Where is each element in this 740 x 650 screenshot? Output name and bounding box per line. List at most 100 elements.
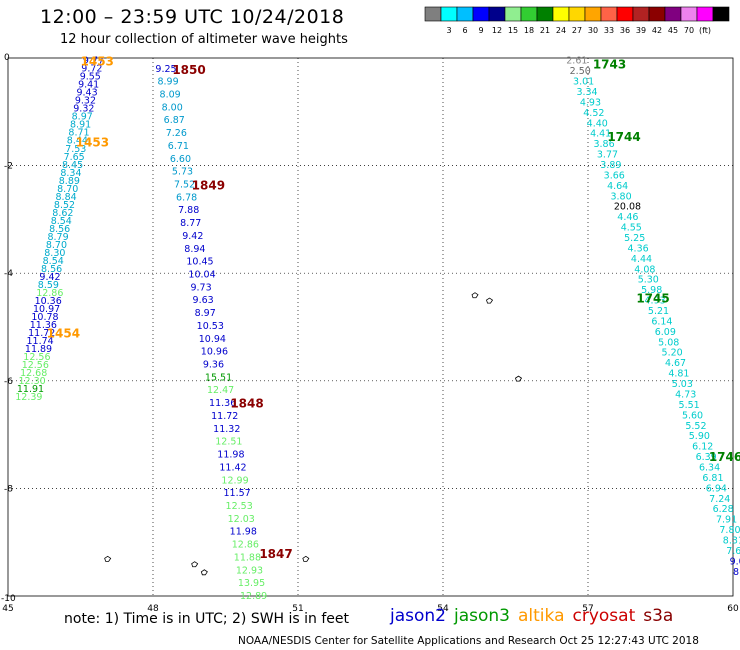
wave-height-value: 8.54 xyxy=(51,216,72,227)
legend-label: 39 xyxy=(636,26,646,35)
wave-height-value: 6.60 xyxy=(170,154,191,165)
y-tick-label: -4 xyxy=(4,269,13,279)
wave-height-value: 11.32 xyxy=(213,424,240,435)
y-tick-label: -8 xyxy=(4,484,13,494)
legend-swatch xyxy=(488,6,506,22)
island-outline xyxy=(471,292,479,299)
wave-height-value: 8.44 xyxy=(67,136,88,147)
wave-height-value: 11.42 xyxy=(219,462,246,473)
legend-swatch xyxy=(568,6,586,22)
wave-height-value: 9.42 xyxy=(182,231,203,242)
wave-height-value: 11.74 xyxy=(27,336,54,347)
wave-height-value: 8.34 xyxy=(60,168,81,179)
legend-label: 42 xyxy=(652,26,662,35)
legend-swatch xyxy=(424,6,442,22)
wave-height-value: 12.30 xyxy=(18,376,45,387)
legend-swatch xyxy=(616,6,634,22)
wave-height-value: 10.04 xyxy=(188,270,215,281)
island-outline xyxy=(302,555,310,562)
wave-height-value: 10.53 xyxy=(197,321,224,332)
wave-height-value: 12.03 xyxy=(228,514,255,525)
wave-height-value: 5.21 xyxy=(648,306,669,317)
wave-height-value: 11.57 xyxy=(223,488,250,499)
wave-height-value: 11.36 xyxy=(30,320,57,331)
wave-height-value: 6.39 xyxy=(696,452,717,463)
legend-label: 36 xyxy=(620,26,630,35)
wave-height-value: 8.52 xyxy=(54,200,75,211)
wave-height-value: 9.36 xyxy=(203,360,224,371)
wave-height-value: 3.01 xyxy=(573,77,594,88)
satellite-jason2-label: jason2 xyxy=(390,606,446,626)
wave-height-value: 7.53 xyxy=(65,144,86,155)
wave-height-value: 20.08 xyxy=(614,202,641,213)
map-frame xyxy=(7,57,734,597)
wave-height-value: 12.47 xyxy=(207,385,234,396)
pass-time-label: 1847 xyxy=(259,547,292,561)
wave-height-value: 11.91 xyxy=(17,384,44,395)
y-tick-label: 0 xyxy=(4,53,10,63)
wave-height-value: 4.41 xyxy=(590,129,611,140)
wave-height-value: 3.77 xyxy=(597,150,618,161)
legend-swatch xyxy=(680,6,698,22)
legend-swatch xyxy=(712,6,730,22)
wave-height-value: 11.98 xyxy=(217,450,244,461)
satellite-cryosat-label: cryosat xyxy=(572,606,636,626)
legend-label: 18 xyxy=(524,26,534,35)
wave-height-value: 4.08 xyxy=(634,264,655,275)
wave-height-value: 10.36 xyxy=(35,296,62,307)
wave-height-value: 5.51 xyxy=(679,400,700,411)
y-tick-label: -2 xyxy=(4,162,13,172)
wave-height-value: 9.73 xyxy=(190,282,211,293)
wave-height-value: 8.91 xyxy=(70,120,91,131)
wave-height-value: 4.36 xyxy=(628,243,649,254)
wave-height-value: 12.56 xyxy=(22,360,49,371)
wave-height-value: 10.96 xyxy=(201,347,228,358)
legend-swatch xyxy=(696,6,714,22)
legend-label: 15 xyxy=(508,26,518,35)
wave-height-value: 10.78 xyxy=(31,312,58,323)
pass-time-label: 1744 xyxy=(607,130,640,144)
wave-height-value: 4.64 xyxy=(607,181,628,192)
wave-height-value: 8.31 xyxy=(723,535,740,546)
wave-height-value: 9.32 xyxy=(75,96,96,107)
wave-height-value: 5.20 xyxy=(662,348,683,359)
legend-label: 33 xyxy=(604,26,614,35)
wave-height-value: 8.79 xyxy=(47,232,68,243)
pass-time-label: 1745 xyxy=(636,291,669,305)
wave-height-value: 12.51 xyxy=(215,437,242,448)
pass-time-label: 1454 xyxy=(47,326,80,340)
pass-time-label: 1453 xyxy=(76,135,109,149)
y-tick-label: -6 xyxy=(4,377,13,387)
legend-label: 24 xyxy=(556,26,566,35)
island-outline xyxy=(200,569,208,576)
wave-height-value: 8.00 xyxy=(162,102,183,113)
wave-height-value: 8.56 xyxy=(41,264,62,275)
wave-height-value: 4.55 xyxy=(621,223,642,234)
wave-height-value: 8.94 xyxy=(184,244,205,255)
legend-swatch xyxy=(664,6,682,22)
wave-height-value: 5.60 xyxy=(682,410,703,421)
wave-height-value: 6.12 xyxy=(692,442,713,453)
wave-height-value: 4.52 xyxy=(583,108,604,119)
wave-height-value: 4.73 xyxy=(675,389,696,400)
legend-swatch xyxy=(648,6,666,22)
wave-height-value: 9.41 xyxy=(78,80,99,91)
satellite-jason3-label: jason3 xyxy=(454,606,510,626)
pass-time-label: 1850 xyxy=(172,63,205,77)
wave-height-value: 8.45 xyxy=(62,160,83,171)
legend-swatch xyxy=(600,6,618,22)
legend-label: 3 xyxy=(446,26,451,35)
wave-height-value: 8.97 xyxy=(72,112,93,123)
wave-height-value: 8.70 xyxy=(46,240,67,251)
legend-swatch xyxy=(472,6,490,22)
wave-height-value: 5.30 xyxy=(638,275,659,286)
wave-height-value: 3.86 xyxy=(593,139,614,150)
wave-height-value: 9.25 xyxy=(155,64,176,75)
wave-height-value: 8.84 xyxy=(56,192,77,203)
wave-height-value: 9.42 xyxy=(39,272,60,283)
wave-height-value: 4.44 xyxy=(631,254,652,265)
wave-height-value: 13.95 xyxy=(238,578,265,589)
wave-height-value: 6.94 xyxy=(706,483,727,494)
note-text: note: 1) Time is in UTC; 2) SWH is in fe… xyxy=(64,611,350,627)
wave-height-value: 7.88 xyxy=(178,205,199,216)
